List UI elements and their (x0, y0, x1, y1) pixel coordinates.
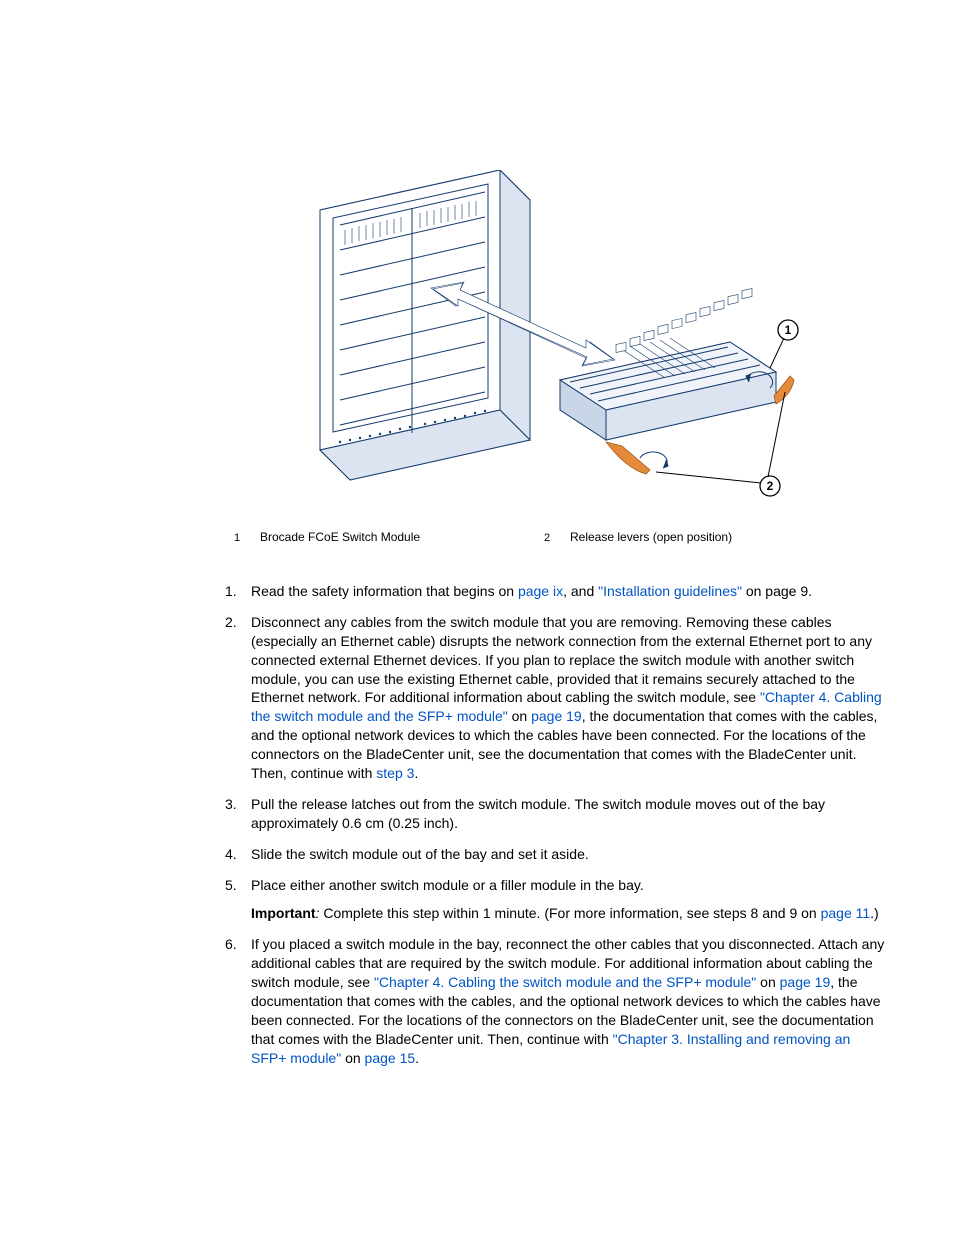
step-3: 3. Pull the release latches out from the… (225, 795, 889, 833)
figure-legend: 1 Brocade FCoE Switch Module 2 Release l… (230, 530, 870, 544)
important-label: Important (251, 905, 316, 921)
link-page-15[interactable]: page 15 (365, 1050, 416, 1066)
legend-num: 1 (230, 532, 260, 544)
link-page-19[interactable]: page 19 (531, 708, 582, 724)
callout-2-label: 2 (767, 479, 774, 493)
step-5: 5. Place either another switch module or… (225, 876, 889, 924)
text: on (756, 974, 779, 990)
link-page-11[interactable]: page 11 (821, 905, 871, 921)
link-page-ix[interactable]: page ix (518, 583, 563, 599)
link-installation-guidelines[interactable]: "Installation guidelines" (598, 583, 742, 599)
text: on (341, 1050, 364, 1066)
step-4: 4. Slide the switch module out of the ba… (225, 845, 889, 864)
text: Pull the release latches out from the sw… (251, 796, 825, 831)
legend-num: 2 (540, 532, 570, 544)
text: on (508, 708, 531, 724)
step-number: 3. (225, 795, 251, 833)
legend-item: 2 Release levers (open position) (540, 530, 850, 544)
legend-text: Brocade FCoE Switch Module (260, 530, 420, 544)
text: . (415, 1050, 419, 1066)
step-6: 6. If you placed a switch module in the … (225, 935, 889, 1067)
step-number: 6. (225, 935, 251, 1067)
legend-text: Release levers (open position) (570, 530, 732, 544)
switch-module-diagram: 1 2 (270, 170, 800, 510)
text: .) (870, 905, 879, 921)
text: Read the safety information that begins … (251, 583, 518, 599)
step-number: 2. (225, 613, 251, 783)
installation-figure: 1 2 (270, 170, 800, 510)
text: Place either another switch module or a … (251, 877, 644, 893)
text: Slide the switch module out of the bay a… (251, 846, 589, 862)
important-note: Important: Complete this step within 1 m… (251, 904, 889, 923)
text: Complete this step within 1 minute. (For… (323, 905, 820, 921)
step-1: 1. Read the safety information that begi… (225, 582, 889, 601)
document-page: 1 2 1 Brocade FCoE Switch Module 2 Relea… (0, 0, 954, 1235)
instruction-list: 1. Read the safety information that begi… (225, 582, 889, 1080)
text: , and (563, 583, 598, 599)
legend-item: 1 Brocade FCoE Switch Module (230, 530, 540, 544)
link-chapter-4-b[interactable]: "Chapter 4. Cabling the switch module an… (374, 974, 756, 990)
link-page-19-b[interactable]: page 19 (780, 974, 831, 990)
step-number: 5. (225, 876, 251, 924)
text: on page 9. (742, 583, 812, 599)
step-number: 4. (225, 845, 251, 864)
link-step-3[interactable]: step 3 (376, 765, 414, 781)
text: . (414, 765, 418, 781)
step-2: 2. Disconnect any cables from the switch… (225, 613, 889, 783)
callout-1-label: 1 (785, 323, 792, 337)
step-number: 1. (225, 582, 251, 601)
